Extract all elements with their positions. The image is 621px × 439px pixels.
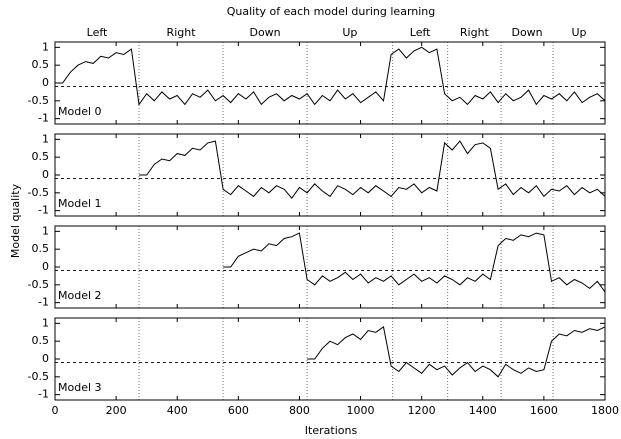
- x-tick-label: 0: [52, 404, 59, 417]
- y-tick-label: 0.5: [32, 150, 50, 163]
- y-tick-label: 0.5: [32, 58, 50, 71]
- x-tick-label: 1200: [408, 404, 436, 417]
- y-tick-label: 0: [42, 352, 49, 365]
- x-tick-label: 1000: [347, 404, 375, 417]
- series-line: [223, 232, 606, 293]
- y-tick-label: 1: [42, 316, 49, 329]
- panel-frame: [54, 133, 606, 217]
- x-tick-label: 1800: [591, 404, 619, 417]
- panel-frame: [54, 225, 606, 309]
- panel-label: Model 0: [58, 105, 102, 118]
- panel-label: Model 1: [58, 197, 102, 210]
- y-tick-label: -1: [38, 296, 49, 309]
- panel-frame: [54, 317, 606, 401]
- y-tick-label: 1: [42, 132, 49, 145]
- y-axis-label: Model quality: [9, 183, 22, 258]
- panel-frame: [54, 41, 606, 125]
- y-tick-label: 0: [42, 168, 49, 181]
- chart-title: Quality of each model during learning: [227, 5, 436, 18]
- panel-label: Model 3: [58, 381, 102, 394]
- panel-label: Model 2: [58, 289, 102, 302]
- phase-label: Left: [87, 26, 108, 39]
- y-tick-label: 0.5: [32, 242, 50, 255]
- y-tick-label: 0.5: [32, 334, 50, 347]
- x-tick-label: 1600: [530, 404, 558, 417]
- phase-label: Right: [460, 26, 490, 39]
- x-axis-label: Iterations: [305, 424, 358, 437]
- y-tick-label: -0.5: [28, 370, 49, 383]
- y-tick-label: -1: [38, 204, 49, 217]
- phase-label: Up: [572, 26, 587, 39]
- x-tick-label: 1400: [469, 404, 497, 417]
- x-tick-label: 200: [106, 404, 127, 417]
- y-tick-label: -0.5: [28, 278, 49, 291]
- series-line: [307, 326, 606, 378]
- x-tick-label: 400: [167, 404, 188, 417]
- y-tick-label: 0: [42, 260, 49, 273]
- y-tick-label: -1: [38, 388, 49, 401]
- series-line: [139, 140, 606, 200]
- y-tick-label: -1: [38, 112, 49, 125]
- series-line: [55, 46, 606, 106]
- phase-label: Down: [249, 26, 280, 39]
- y-tick-label: 1: [42, 224, 49, 237]
- phase-label: Down: [511, 26, 542, 39]
- x-tick-label: 800: [289, 404, 310, 417]
- phase-label: Left: [410, 26, 431, 39]
- y-tick-label: 1: [42, 40, 49, 53]
- x-tick-label: 600: [228, 404, 249, 417]
- phase-label: Up: [342, 26, 357, 39]
- y-tick-label: -0.5: [28, 186, 49, 199]
- y-tick-label: 0: [42, 76, 49, 89]
- phase-label: Right: [167, 26, 197, 39]
- y-tick-label: -0.5: [28, 94, 49, 107]
